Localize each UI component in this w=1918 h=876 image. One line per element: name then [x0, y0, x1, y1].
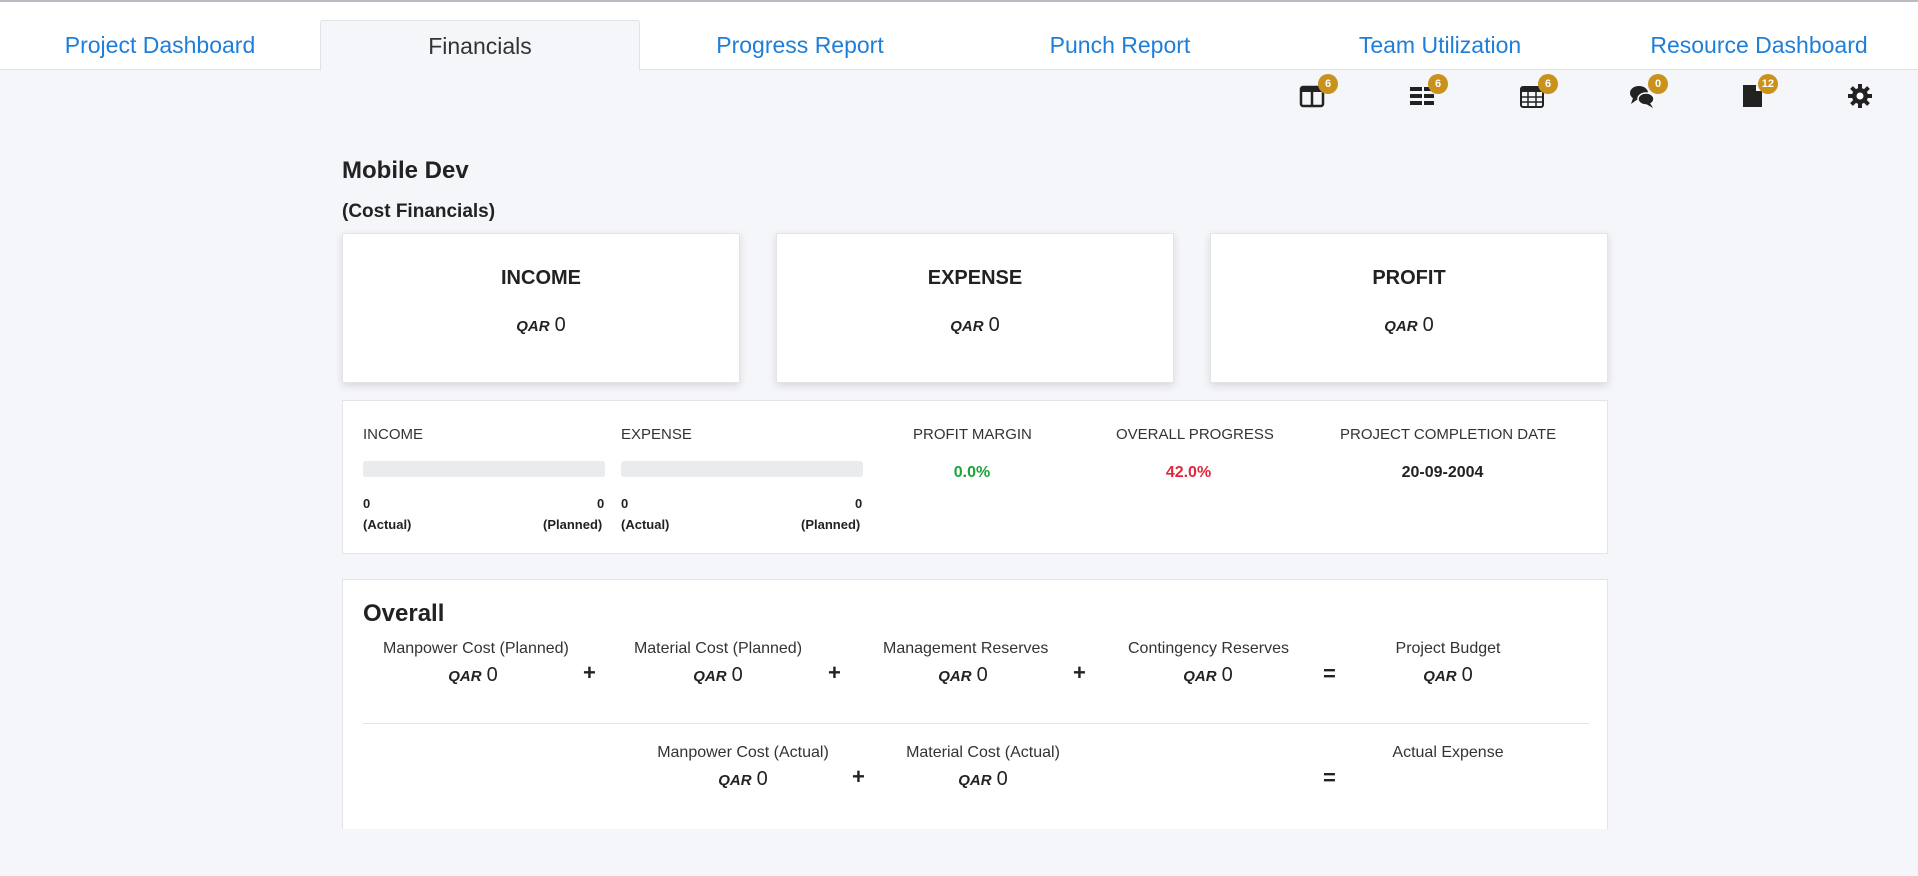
management-reserves: Management Reserves QAR 0 — [883, 640, 1049, 686]
overall-progress-label: OVERALL PROGRESS — [1116, 426, 1274, 443]
tab-project-dashboard[interactable]: Project Dashboard — [64, 32, 256, 58]
icon-toolbar: 6 6 6 0 12 — [0, 74, 1918, 116]
project-subtitle: (Cost Financials) — [342, 201, 496, 222]
expense-card-value: QAR 0 — [950, 314, 1000, 336]
material-actual: Material Cost (Actual) QAR 0 — [906, 744, 1060, 790]
material-planned: Material Cost (Planned) QAR 0 — [633, 640, 803, 686]
board-badge: 6 — [1318, 74, 1338, 94]
expense-card: EXPENSE QAR 0 — [776, 233, 1174, 383]
summary-expense-label: EXPENSE — [621, 426, 692, 443]
calendar-icon[interactable]: 6 — [1518, 74, 1558, 112]
income-actual-label: (Actual) — [363, 517, 412, 532]
expense-actual-value: 0 — [621, 496, 629, 511]
calendar-badge: 6 — [1538, 74, 1558, 94]
plus-operator: + — [1073, 660, 1086, 685]
profit-card-title: PROFIT — [1372, 267, 1446, 289]
profit-margin-value: 0.0% — [953, 464, 991, 481]
document-icon[interactable]: 12 — [1738, 74, 1778, 112]
contingency-reserves: Contingency Reserves QAR 0 — [1128, 640, 1289, 686]
comments-badge: 0 — [1648, 74, 1668, 94]
list-badge: 6 — [1428, 74, 1448, 94]
overall-progress-value: 42.0% — [1165, 464, 1212, 481]
tab-punch-report[interactable]: Punch Report — [1049, 32, 1191, 58]
summary-panel: INCOME 0 (Actual) 0 (Planned) EXPENSE 0 … — [342, 400, 1608, 554]
overall-title: Overall — [363, 600, 445, 627]
equals-operator: = — [1323, 661, 1336, 686]
list-icon[interactable]: 6 — [1408, 74, 1448, 112]
tab-progress-report[interactable]: Progress Report — [716, 32, 884, 58]
tab-resource-dashboard[interactable]: Resource Dashboard — [1650, 32, 1868, 58]
income-actual-value: 0 — [363, 496, 371, 511]
profit-card-value: QAR 0 — [1384, 314, 1434, 336]
board-icon[interactable]: 6 — [1298, 74, 1338, 112]
income-card: INCOME QAR 0 — [342, 233, 740, 383]
comments-icon[interactable]: 0 — [1628, 74, 1668, 112]
income-progress-bar — [363, 461, 605, 477]
expense-progress-bar — [621, 461, 863, 477]
overall-divider — [363, 723, 1589, 724]
manpower-planned: Manpower Cost (Planned) QAR 0 — [383, 640, 569, 686]
gear-icon[interactable] — [1846, 82, 1876, 112]
expense-planned-label: (Planned) — [801, 517, 861, 532]
expense-actual-label: (Actual) — [621, 517, 670, 532]
equals-operator: = — [1323, 765, 1336, 790]
top-border — [0, 0, 1918, 2]
tab-financials[interactable]: Financials — [320, 20, 640, 71]
tab-team-utilization[interactable]: Team Utilization — [1358, 32, 1522, 58]
manpower-actual: Manpower Cost (Actual) QAR 0 — [657, 744, 829, 790]
income-planned-label: (Planned) — [543, 517, 603, 532]
project-title: Mobile Dev — [342, 157, 469, 184]
expense-card-title: EXPENSE — [927, 267, 1023, 289]
income-card-value: QAR 0 — [516, 314, 566, 336]
actual-expense: Actual Expense — [1392, 744, 1504, 761]
profit-margin-label: PROFIT MARGIN — [913, 426, 1032, 443]
completion-date-value: 20-09-2004 — [1401, 464, 1484, 481]
completion-date-label: PROJECT COMPLETION DATE — [1340, 426, 1557, 443]
plus-operator: + — [852, 764, 865, 789]
project-budget: Project Budget QAR 0 — [1395, 640, 1501, 686]
profit-card: PROFIT QAR 0 — [1210, 233, 1608, 383]
tab-bar: Project Dashboard Financials Progress Re… — [0, 2, 1918, 71]
income-planned-value: 0 — [597, 496, 605, 511]
summary-income-label: INCOME — [363, 426, 423, 443]
overall-panel: Overall Manpower Cost (Planned) QAR 0 + M… — [342, 579, 1608, 829]
document-badge: 12 — [1757, 74, 1778, 94]
plus-operator: + — [828, 660, 841, 685]
plus-operator: + — [583, 660, 596, 685]
income-card-title: INCOME — [501, 267, 581, 289]
expense-planned-value: 0 — [855, 496, 863, 511]
